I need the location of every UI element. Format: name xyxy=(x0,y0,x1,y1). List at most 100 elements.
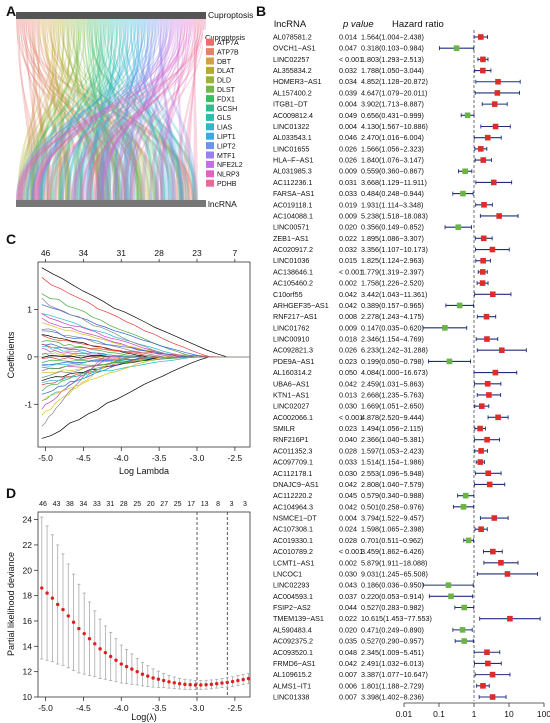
forest-row-name: C10orf55 xyxy=(273,290,303,299)
cv-top-tick-label: 3 xyxy=(230,501,234,508)
forest-axis-tick-label: 100 xyxy=(537,709,550,719)
forest-point xyxy=(495,78,501,85)
lasso-path xyxy=(41,356,250,370)
lasso-path xyxy=(41,356,250,427)
lasso-path xyxy=(41,334,250,358)
legend-swatch xyxy=(206,142,214,150)
forest-point xyxy=(484,436,490,443)
forest-row-hr: 0.656(0.431−0.999) xyxy=(361,111,424,120)
forest-row-pvalue: 0.030 xyxy=(339,569,357,578)
forest-row-hr: 2.491(1.032−6.013) xyxy=(361,659,424,668)
forest-row-pvalue: 0.050 xyxy=(339,368,357,377)
forest-plot-panel: lncRNA p value Hazard ratio AL078581.2 0.… xyxy=(273,19,550,719)
forest-row-name: AC092821.3 xyxy=(273,346,313,355)
cv-y-tick-label: 14 xyxy=(23,641,33,651)
forest-row-name: AL157400.2 xyxy=(273,88,312,97)
forest-row-pvalue: 0.049 xyxy=(339,111,357,120)
forest-point xyxy=(507,615,513,622)
forest-row-name: AL033543.1 xyxy=(273,133,312,142)
forest-row-pvalue: 0.033 xyxy=(339,458,357,467)
forest-row-name: LINC00910 xyxy=(273,335,309,344)
lasso-y-tick-label: -1 xyxy=(24,399,32,409)
forest-row-hr: 0.484(0.248−0.944) xyxy=(361,189,424,198)
legend-swatch xyxy=(206,66,214,74)
lasso-path xyxy=(41,340,250,358)
forest-row-hr: 0.471(0.249−0.890) xyxy=(361,625,424,634)
lasso-top-tick-label: 31 xyxy=(117,248,127,258)
forest-point xyxy=(459,627,466,633)
forest-row-name: AC019118.1 xyxy=(273,200,312,209)
forest-point xyxy=(464,112,471,119)
forest-point xyxy=(496,213,502,219)
cv-plot-frame xyxy=(37,511,251,698)
cv-x-tick-label: -3.5 xyxy=(152,703,167,713)
lasso-y-tick-label: 0 xyxy=(27,352,32,362)
cv-y-tick-label: 16 xyxy=(23,616,33,626)
cv-marks xyxy=(40,512,251,697)
cv-point xyxy=(177,681,182,686)
forest-row-name: AC107308.1 xyxy=(273,525,313,534)
forest-point xyxy=(446,358,453,365)
forest-row-hr: 1.494(1.056−2.115) xyxy=(361,424,423,433)
forest-point xyxy=(485,660,491,667)
cv-point xyxy=(77,626,81,631)
legend-swatch xyxy=(206,85,214,93)
forest-row-pvalue: 0.002 xyxy=(339,279,357,288)
forest-row-name: FARSA−AS1 xyxy=(273,189,314,198)
legend-label: DLST xyxy=(217,87,236,94)
forest-row-name: RNF216P1 xyxy=(273,435,309,444)
cv-point xyxy=(114,658,118,662)
sankey-ribbon xyxy=(18,18,35,201)
legend-swatch xyxy=(206,123,214,131)
forest-row-pvalue: 0.039 xyxy=(339,88,357,97)
lasso-path xyxy=(41,356,250,402)
cv-point xyxy=(193,683,198,687)
forest-row-name: OVCH1−AS1 xyxy=(273,44,316,53)
legend-swatch xyxy=(206,95,214,103)
forest-row-name: LNCOC1 xyxy=(273,569,302,578)
forest-row-pvalue: 0.007 xyxy=(339,693,357,702)
legend-label: GCSH xyxy=(217,106,237,113)
lasso-path xyxy=(41,267,250,358)
cv-point xyxy=(220,681,224,685)
sankey-ribbon xyxy=(53,18,70,201)
forest-point xyxy=(478,146,484,152)
cv-point xyxy=(172,681,176,685)
forest-row-pvalue: 0.032 xyxy=(339,245,357,254)
forest-point xyxy=(461,604,468,611)
forest-row-pvalue: 0.048 xyxy=(339,648,357,657)
forest-point xyxy=(491,515,498,521)
legend-label: NLRP3 xyxy=(217,172,240,179)
forest-row-name: AL590483.4 xyxy=(273,625,312,634)
forest-row-pvalue: 0.015 xyxy=(339,256,357,265)
forest-point xyxy=(489,694,496,700)
forest-row-hr: 3.398(1.402−8.236) xyxy=(361,693,424,702)
forest-row-pvalue: 0.042 xyxy=(339,480,357,489)
cv-top-tick-label: 34 xyxy=(80,501,88,508)
cv-point xyxy=(61,607,65,612)
forest-row-pvalue: 0.004 xyxy=(339,122,357,131)
forest-point xyxy=(492,369,499,376)
cv-point xyxy=(119,662,123,666)
forest-row-pvalue: 0.019 xyxy=(339,200,357,209)
forest-row-pvalue: < 0.001 xyxy=(339,547,363,556)
forest-row-name: LINC02257 xyxy=(273,55,309,64)
legend-swatch xyxy=(206,113,214,121)
cv-x-tick-label: -5.0 xyxy=(38,703,53,713)
cv-point xyxy=(130,667,134,671)
forest-point xyxy=(480,683,486,689)
forest-row-name: LCMT1−AS1 xyxy=(273,558,314,567)
lasso-path xyxy=(41,356,250,439)
cv-point xyxy=(71,620,76,624)
forest-row-name: HOMER3−AS1 xyxy=(273,77,322,86)
legend-label: DLAT xyxy=(217,68,235,75)
forest-row-hr: 0.527(0.290−0.957) xyxy=(361,637,424,646)
cv-top-tick-label: 38 xyxy=(66,501,74,508)
forest-row-name: PDE9A−AS1 xyxy=(273,357,314,366)
cv-point xyxy=(87,637,92,641)
cv-point xyxy=(236,678,240,683)
forest-point xyxy=(477,425,483,432)
forest-axis-tick-label: 10 xyxy=(504,709,514,719)
forest-row-name: FRMD6−AS1 xyxy=(273,659,316,668)
legend-label: FDX1 xyxy=(217,96,235,103)
